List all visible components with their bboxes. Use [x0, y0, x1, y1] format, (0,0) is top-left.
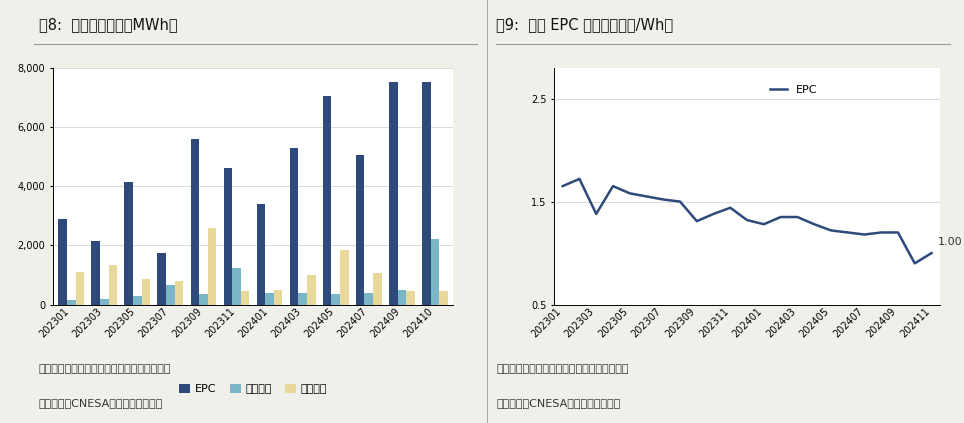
Bar [109, 265, 118, 305]
Bar [241, 291, 250, 305]
Text: 1.00: 1.00 [938, 237, 963, 247]
Bar [397, 290, 406, 305]
Text: 图9:  储能 EPC 中标均价（元/Wh）: 图9: 储能 EPC 中标均价（元/Wh） [496, 17, 674, 32]
Bar [191, 139, 200, 305]
Bar [274, 290, 282, 305]
Bar [290, 148, 298, 305]
Bar [208, 228, 216, 305]
Bar [373, 273, 382, 305]
Bar [388, 82, 397, 305]
Bar [265, 293, 274, 305]
Bar [124, 182, 133, 305]
Bar [100, 299, 109, 305]
Bar [298, 293, 307, 305]
Bar [356, 155, 364, 305]
Bar [332, 294, 340, 305]
Bar [323, 96, 332, 305]
Bar [232, 267, 241, 305]
Bar [224, 168, 232, 305]
Bar [431, 239, 440, 305]
Bar [157, 253, 166, 305]
Text: 数据来源：北极星储能网，储能与电力市场，: 数据来源：北极星储能网，储能与电力市场， [496, 364, 629, 374]
Text: 储能头条，CNESA，东吴证券研究所: 储能头条，CNESA，东吴证券研究所 [39, 398, 163, 408]
Bar [422, 82, 431, 305]
Text: 储能头条，CNESA，东吴证券研究所: 储能头条，CNESA，东吴证券研究所 [496, 398, 621, 408]
Legend: EPC: EPC [765, 80, 821, 99]
Bar [200, 294, 208, 305]
Bar [142, 279, 150, 305]
Bar [92, 241, 100, 305]
Bar [174, 281, 183, 305]
Bar [440, 291, 448, 305]
Bar [307, 275, 315, 305]
Text: 图8:  储能项目中标（MWh）: 图8: 储能项目中标（MWh） [39, 17, 177, 32]
Bar [67, 300, 75, 305]
Legend: EPC, 储能设备, 储能系统: EPC, 储能设备, 储能系统 [174, 379, 332, 398]
Bar [166, 285, 174, 305]
Bar [133, 296, 142, 305]
Bar [75, 272, 84, 305]
Bar [406, 291, 415, 305]
Bar [58, 219, 67, 305]
Bar [340, 250, 349, 305]
Bar [256, 204, 265, 305]
Bar [364, 293, 373, 305]
Text: 数据来源：北极星储能网，储能与电力市场，: 数据来源：北极星储能网，储能与电力市场， [39, 364, 171, 374]
